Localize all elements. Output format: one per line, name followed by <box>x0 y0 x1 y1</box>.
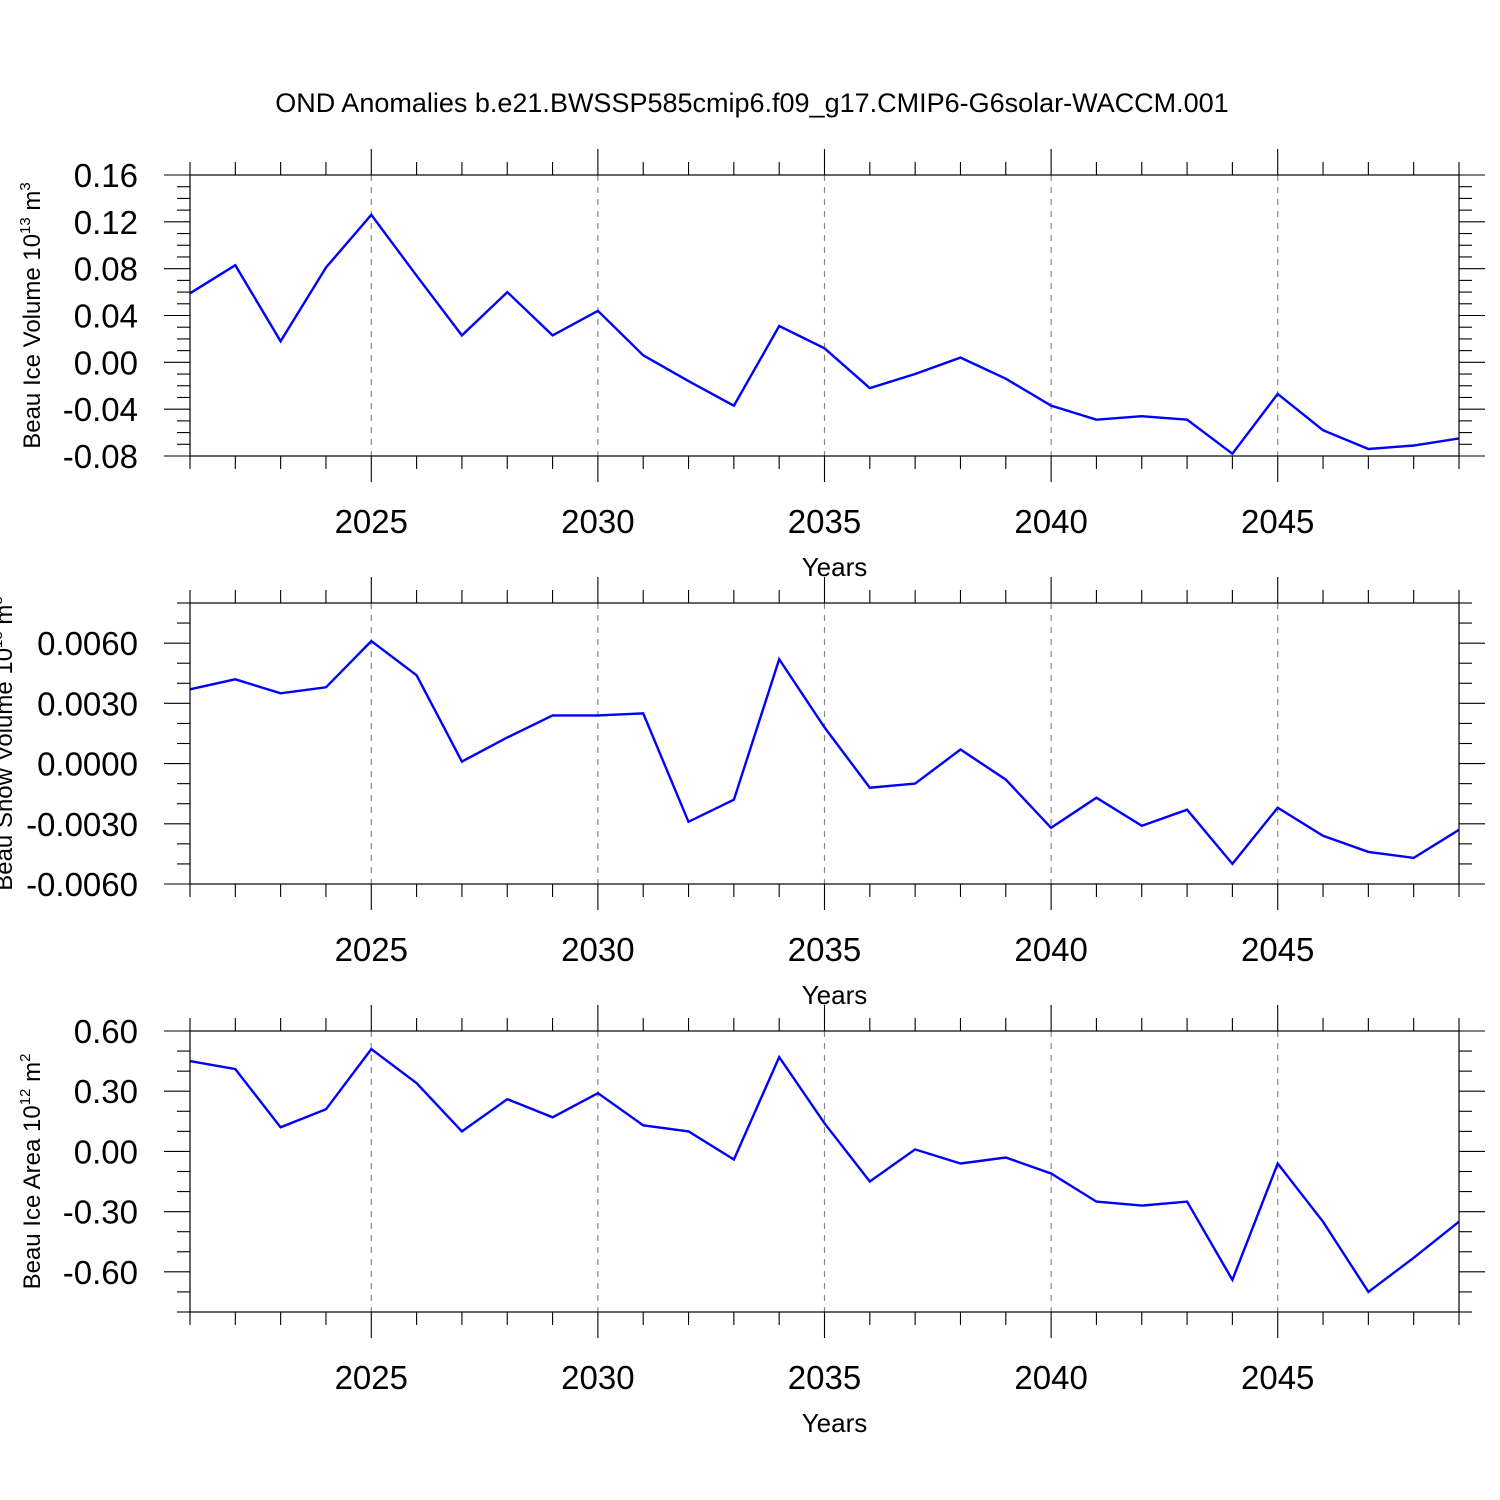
y-tick-label: 0.0000 <box>37 746 138 783</box>
y-tick-label: 0.04 <box>74 298 138 335</box>
y-tick-label: -0.08 <box>63 438 138 475</box>
plot-frame <box>189 174 1460 457</box>
x-tick-label: 2045 <box>1241 1359 1314 1396</box>
plot-frame <box>189 1030 1460 1313</box>
x-tick-label: 2030 <box>561 1359 634 1396</box>
y-axis-label-part: m <box>0 605 18 632</box>
x-axis-label: Years <box>802 552 868 582</box>
y-axis-label: Beau Snow Volume 1013 m3 <box>0 596 18 891</box>
y-tick-label: -0.0030 <box>26 806 138 843</box>
y-tick-label: -0.60 <box>63 1254 138 1291</box>
panel-1: 0.16 0.12 0.08 0.04 0.00 -0.04 -0.08 2025 2030 20… <box>17 149 1485 582</box>
y-axis-label-part: 12 <box>17 1089 34 1106</box>
y-tick-label: 0.16 <box>74 157 138 194</box>
y-axis-label-part: 13 <box>17 217 34 234</box>
x-tick-label: 2040 <box>1014 931 1087 968</box>
y-axis-label-part: 13 <box>0 631 6 648</box>
x-tick-label: 2040 <box>1014 503 1087 540</box>
panel-2: 0.0060 0.0030 0.0000 -0.0030 -0.0060 2025 2030… <box>0 577 1485 1010</box>
x-tick-label: 2025 <box>335 1359 408 1396</box>
y-tick-label: 0.00 <box>74 344 138 381</box>
y-tick-label: 0.60 <box>74 1013 138 1050</box>
y-tick-label: 0.08 <box>74 251 138 288</box>
x-tick-label: 2035 <box>788 503 861 540</box>
y-tick-label: -0.04 <box>63 391 138 428</box>
x-tick-label: 2035 <box>788 1359 861 1396</box>
plot-frame <box>189 602 1460 885</box>
y-axis-label-part: m <box>19 1062 46 1089</box>
x-axis-label: Years <box>802 1408 868 1438</box>
y-axis-label-part: Beau Ice Volume 10 <box>19 234 46 449</box>
x-tick-label: 2030 <box>561 931 634 968</box>
y-axis-label: Beau Ice Area 1012 m2 <box>17 1054 46 1290</box>
y-tick-label: 0.12 <box>74 204 138 241</box>
y-axis-label-part: Beau Snow Volume 10 <box>0 648 18 891</box>
x-axis-label: Years <box>802 980 868 1010</box>
y-tick-label: -0.0060 <box>26 866 138 903</box>
y-axis-label-part: 2 <box>17 1054 34 1062</box>
y-axis-label-part: m <box>19 191 46 218</box>
y-axis-label: Beau Ice Volume 1013 m3 <box>17 182 46 449</box>
y-tick-label: 0.30 <box>74 1073 138 1110</box>
x-tick-label: 2030 <box>561 503 634 540</box>
y-axis-label-part: 3 <box>17 182 34 190</box>
x-tick-label: 2025 <box>335 931 408 968</box>
y-tick-label: 0.00 <box>74 1133 138 1170</box>
y-tick-label: -0.30 <box>63 1194 138 1231</box>
x-tick-label: 2035 <box>788 931 861 968</box>
y-tick-label: 0.0030 <box>37 685 138 722</box>
panel-3: 0.60 0.30 0.00 -0.30 -0.60 2025 2030 2035 2040 20… <box>17 1005 1485 1438</box>
x-tick-label: 2025 <box>335 503 408 540</box>
data-line <box>189 1047 1460 1294</box>
chart-title: OND Anomalies b.e21.BWSSP585cmip6.f09_g1… <box>275 88 1228 118</box>
y-axis-label-part: 3 <box>0 596 6 604</box>
x-tick-label: 2040 <box>1014 1359 1087 1396</box>
y-tick-label: 0.0060 <box>37 625 138 662</box>
x-tick-label: 2045 <box>1241 503 1314 540</box>
y-axis-label-part: Beau Ice Area 10 <box>19 1105 46 1289</box>
x-tick-label: 2045 <box>1241 931 1314 968</box>
